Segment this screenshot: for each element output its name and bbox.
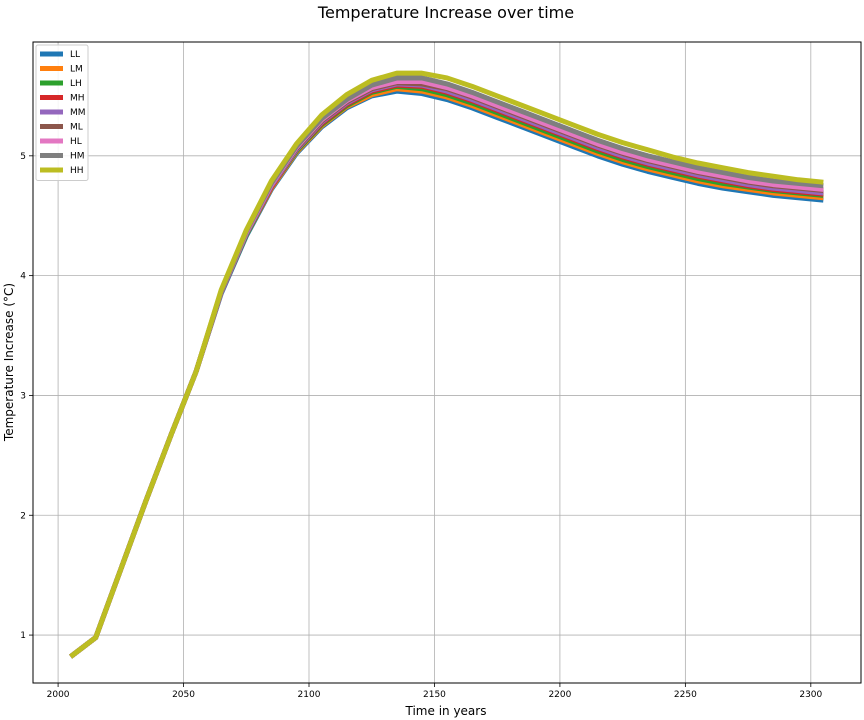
series-lines [69,70,824,659]
x-tick-label: 2100 [298,690,321,700]
y-tick-label: 3 [20,391,26,401]
legend: LL LM LH MH MM ML HL HM HH [35,44,89,181]
chart-title: Temperature Increase over time [317,3,574,22]
x-tick-label: 2200 [548,690,571,700]
series-line-hh [69,70,824,659]
x-tick-label: 2250 [674,690,697,700]
legend-label-mm: MM [70,108,86,118]
legend-label-lm: LM [70,65,83,75]
y-tick-label: 5 [20,152,26,162]
legend-label-ll: LL [70,50,80,60]
legend-label-hl: HL [70,137,82,147]
x-tick-label: 2050 [172,690,195,700]
y-tick-label: 1 [20,631,26,641]
y-tick-label: 2 [20,511,26,521]
plot-frame [32,41,862,684]
grid-lines [33,42,861,683]
legend-label-ml: ML [70,123,83,133]
y-axis-label: Temperature Increase (°C) [2,283,16,442]
legend-label-hh: HH [70,166,84,176]
legend-label-lh: LH [70,79,82,89]
legend-label-mh: MH [70,94,85,104]
y-tick-label: 4 [20,272,26,282]
axis-ticks: 2000 2050 2100 2150 2200 2250 2300 1 2 3 4 5 [20,152,822,700]
x-axis-label: Time in years [405,704,487,718]
legend-label-hm: HM [70,152,85,162]
x-tick-label: 2000 [47,690,70,700]
x-tick-label: 2150 [423,690,446,700]
x-tick-label: 2300 [799,690,822,700]
